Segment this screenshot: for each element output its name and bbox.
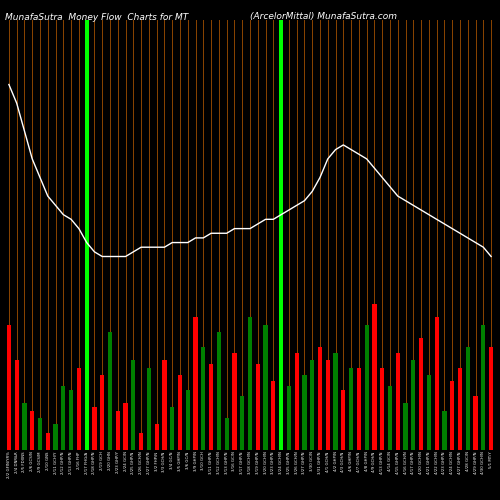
Bar <box>427 375 431 450</box>
Bar <box>38 418 42 450</box>
Bar <box>302 375 306 450</box>
Bar <box>419 338 423 450</box>
Bar <box>294 353 299 450</box>
Bar <box>61 386 66 450</box>
Bar <box>396 353 400 450</box>
Bar <box>124 402 128 450</box>
Bar <box>162 360 166 450</box>
Bar <box>131 360 136 450</box>
Bar <box>224 418 229 450</box>
Bar <box>450 381 454 450</box>
Bar <box>7 326 11 450</box>
Bar <box>248 316 252 450</box>
Bar <box>481 326 486 450</box>
Bar <box>380 368 384 450</box>
Bar <box>232 353 236 450</box>
Text: MunafaSutra  Money Flow  Charts for MT: MunafaSutra Money Flow Charts for MT <box>5 12 188 22</box>
Bar <box>77 368 81 450</box>
Bar <box>194 316 198 450</box>
Bar <box>364 326 369 450</box>
Bar <box>411 360 416 450</box>
Bar <box>458 368 462 450</box>
Bar <box>404 402 407 450</box>
Bar <box>116 412 120 450</box>
Bar <box>46 433 50 450</box>
Bar <box>154 424 159 450</box>
Bar <box>139 433 143 450</box>
Bar <box>442 412 446 450</box>
Bar <box>326 360 330 450</box>
Bar <box>201 347 205 450</box>
Bar <box>434 316 439 450</box>
Bar <box>341 390 345 450</box>
Bar <box>240 396 244 450</box>
Bar <box>22 402 26 450</box>
Bar <box>271 381 276 450</box>
Bar <box>334 353 338 450</box>
Bar <box>388 386 392 450</box>
Bar <box>357 368 361 450</box>
Bar <box>178 375 182 450</box>
Bar <box>186 390 190 450</box>
Bar <box>466 347 470 450</box>
Bar <box>84 20 89 450</box>
Bar <box>100 375 104 450</box>
Bar <box>318 347 322 450</box>
Bar <box>209 364 213 450</box>
Bar <box>69 390 73 450</box>
Bar <box>279 20 283 450</box>
Bar <box>147 368 151 450</box>
Bar <box>170 407 174 450</box>
Bar <box>264 326 268 450</box>
Text: (ArcelorMittal) MunafaSutra.com: (ArcelorMittal) MunafaSutra.com <box>250 12 397 22</box>
Bar <box>217 332 221 450</box>
Bar <box>14 360 19 450</box>
Bar <box>287 386 291 450</box>
Bar <box>372 304 376 450</box>
Bar <box>54 424 58 450</box>
Bar <box>30 412 34 450</box>
Bar <box>489 347 493 450</box>
Bar <box>349 368 353 450</box>
Bar <box>256 364 260 450</box>
Bar <box>92 407 96 450</box>
Bar <box>474 396 478 450</box>
Bar <box>310 360 314 450</box>
Bar <box>108 332 112 450</box>
